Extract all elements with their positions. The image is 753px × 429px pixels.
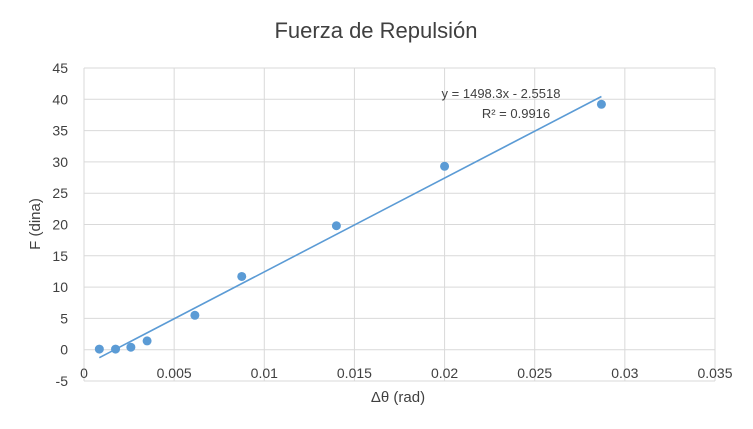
x-tick-label: 0.005	[157, 365, 192, 381]
data-point	[126, 342, 136, 352]
chart-title: Fuerza de Repulsión	[274, 18, 477, 43]
y-tick-label: 40	[52, 91, 68, 107]
y-tick-label: 45	[52, 60, 68, 76]
y-tick-label: 35	[52, 123, 68, 139]
gridlines	[83, 67, 716, 382]
trendline-equation: y = 1498.3x - 2.5518	[442, 86, 561, 101]
x-tick-label: 0.025	[517, 365, 552, 381]
y-tick-label: 0	[60, 342, 68, 358]
x-tick-label: 0.015	[337, 365, 372, 381]
y-tick-label: 5	[60, 310, 68, 326]
data-point	[111, 344, 121, 354]
x-axis-label: Δθ (rad)	[371, 389, 425, 406]
x-tick-labels: 0 0.005 0.01 0.015 0.02 0.025 0.03 0.035	[80, 365, 733, 381]
y-tick-label: -5	[56, 373, 69, 389]
y-tick-label: 20	[52, 217, 68, 233]
data-point	[142, 336, 152, 346]
x-tick-label: 0.035	[697, 365, 732, 381]
data-point	[237, 271, 247, 281]
y-tick-label: 25	[52, 185, 68, 201]
x-tick-label: 0	[80, 365, 88, 381]
y-tick-label: 10	[52, 279, 68, 295]
data-points	[94, 99, 606, 354]
trendline	[98, 95, 602, 359]
x-tick-label: 0.01	[251, 365, 278, 381]
trendline-r-squared: R² = 0.9916	[482, 106, 550, 121]
y-axis-label: F (dina)	[27, 198, 44, 250]
trendline-group	[98, 95, 602, 359]
data-point	[596, 99, 606, 109]
data-point	[190, 310, 200, 320]
y-tick-label: 30	[52, 154, 68, 170]
data-point	[440, 161, 450, 171]
x-tick-label: 0.02	[431, 365, 458, 381]
y-tick-labels: -5 0 5 10 15 20 25 30 35 40 45	[52, 60, 68, 389]
x-tick-label: 0.03	[611, 365, 638, 381]
y-tick-label: 15	[52, 248, 68, 264]
data-point	[94, 344, 104, 354]
data-point	[331, 221, 341, 231]
